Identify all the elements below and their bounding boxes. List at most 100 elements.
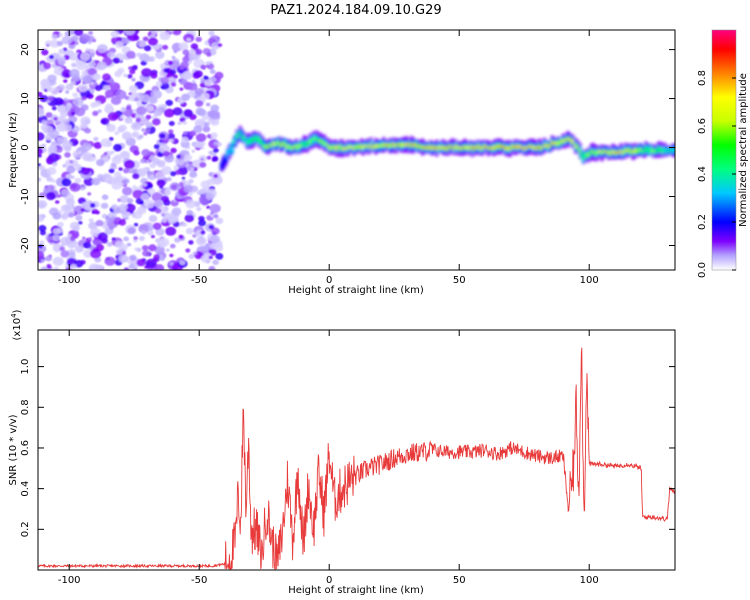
noise-speckle bbox=[154, 245, 165, 255]
noise-speckle bbox=[51, 34, 58, 40]
noise-speckle bbox=[203, 75, 209, 80]
noise-speckle bbox=[210, 104, 220, 112]
noise-speckle bbox=[81, 167, 91, 175]
noise-speckle bbox=[83, 241, 92, 249]
noise-speckle bbox=[124, 159, 135, 169]
noise-speckle bbox=[63, 97, 68, 102]
noise-speckle bbox=[76, 61, 87, 71]
colorbar-tick-label: 0.0 bbox=[697, 262, 708, 278]
noise-speckle bbox=[55, 200, 60, 204]
ridge-cell bbox=[259, 137, 262, 143]
noise-speckle bbox=[53, 117, 58, 121]
ridge-cell bbox=[230, 144, 234, 152]
ridge-cell bbox=[332, 145, 336, 150]
ridge-cell bbox=[335, 147, 339, 150]
ridge-cell bbox=[620, 151, 624, 154]
noise-speckle bbox=[63, 124, 72, 132]
ridge-cell bbox=[631, 151, 635, 154]
noise-speckle bbox=[138, 134, 144, 139]
ridge-cell bbox=[363, 145, 367, 148]
noise-speckle bbox=[38, 225, 47, 232]
noise-speckle bbox=[119, 195, 130, 204]
noise-speckle bbox=[92, 73, 101, 81]
noise-speckle bbox=[63, 79, 68, 83]
noise-speckle bbox=[122, 180, 127, 184]
noise-speckle bbox=[40, 259, 45, 263]
noise-speckle bbox=[147, 188, 156, 195]
noise-speckle bbox=[151, 192, 163, 202]
noise-speckle bbox=[128, 85, 138, 93]
noise-speckle bbox=[92, 110, 99, 116]
noise-speckle bbox=[170, 243, 176, 249]
noise-speckle bbox=[193, 125, 203, 133]
noise-speckle bbox=[78, 221, 83, 225]
noise-speckle bbox=[125, 203, 136, 213]
noise-speckle bbox=[66, 102, 72, 107]
ridge-cell bbox=[600, 151, 604, 155]
noise-speckle bbox=[140, 158, 146, 164]
x-tick-label: -100 bbox=[58, 575, 81, 586]
ridge-cell bbox=[313, 137, 317, 140]
noise-speckle bbox=[121, 131, 132, 140]
ridge-cell bbox=[337, 145, 340, 148]
noise-speckle bbox=[46, 264, 52, 268]
noise-speckle bbox=[188, 161, 193, 165]
ridge-cell bbox=[457, 147, 461, 150]
noise-speckle bbox=[38, 165, 46, 171]
noise-speckle bbox=[156, 179, 166, 187]
ridge-cell bbox=[386, 144, 390, 146]
noise-speckle bbox=[141, 68, 153, 78]
y-tick-label: 10 bbox=[20, 92, 31, 105]
ridge-cell bbox=[656, 147, 660, 152]
ridge-cell bbox=[265, 145, 269, 149]
noise-speckle bbox=[100, 202, 109, 209]
noise-speckle bbox=[60, 250, 70, 258]
noise-speckle bbox=[72, 92, 79, 98]
noise-speckle bbox=[69, 221, 80, 230]
noise-speckle bbox=[124, 116, 133, 124]
ridge-cell bbox=[407, 142, 411, 145]
noise-speckle bbox=[211, 42, 221, 50]
noise-speckle bbox=[141, 167, 148, 173]
noise-speckle bbox=[191, 79, 196, 84]
noise-speckle bbox=[161, 213, 166, 217]
noise-speckle bbox=[110, 150, 115, 154]
noise-speckle bbox=[136, 52, 142, 58]
noise-speckle bbox=[143, 56, 151, 63]
ridge-cell bbox=[262, 142, 266, 147]
noise-speckle bbox=[196, 236, 207, 246]
colorbar-label: Normalized spectral amplitude bbox=[738, 73, 749, 227]
ridge-cell bbox=[266, 145, 270, 149]
noise-speckle bbox=[208, 265, 216, 270]
noise-speckle bbox=[114, 240, 124, 249]
noise-speckle bbox=[74, 245, 84, 253]
noise-speckle bbox=[160, 76, 169, 84]
ridge-cell bbox=[360, 145, 364, 148]
noise-speckle bbox=[202, 125, 211, 133]
noise-speckle bbox=[155, 81, 163, 87]
noise-speckle bbox=[149, 162, 156, 169]
ridge-cell bbox=[421, 146, 425, 148]
ridge-cell bbox=[464, 146, 468, 149]
noise-speckle bbox=[115, 41, 124, 49]
noise-speckle bbox=[57, 58, 66, 66]
colorbar-tick-label: 0.2 bbox=[697, 214, 708, 230]
noise-speckle bbox=[136, 106, 147, 115]
noise-speckle bbox=[181, 70, 193, 80]
ridge-cell bbox=[358, 145, 362, 149]
noise-speckle bbox=[165, 248, 170, 252]
noise-speckle bbox=[93, 100, 101, 107]
ridge-cell bbox=[293, 145, 297, 149]
noise-speckle bbox=[112, 57, 120, 64]
ridge-cell bbox=[586, 154, 590, 157]
ridge-cell bbox=[344, 147, 348, 149]
ridge-cell bbox=[585, 152, 588, 157]
noise-speckle bbox=[94, 85, 103, 91]
ridge-cell bbox=[485, 146, 489, 147]
noise-speckle bbox=[45, 192, 56, 201]
noise-speckle bbox=[176, 154, 182, 159]
noise-speckle bbox=[131, 77, 136, 82]
ridge-cell bbox=[664, 149, 668, 153]
noise-speckle bbox=[206, 102, 211, 107]
noise-speckle bbox=[81, 70, 89, 76]
